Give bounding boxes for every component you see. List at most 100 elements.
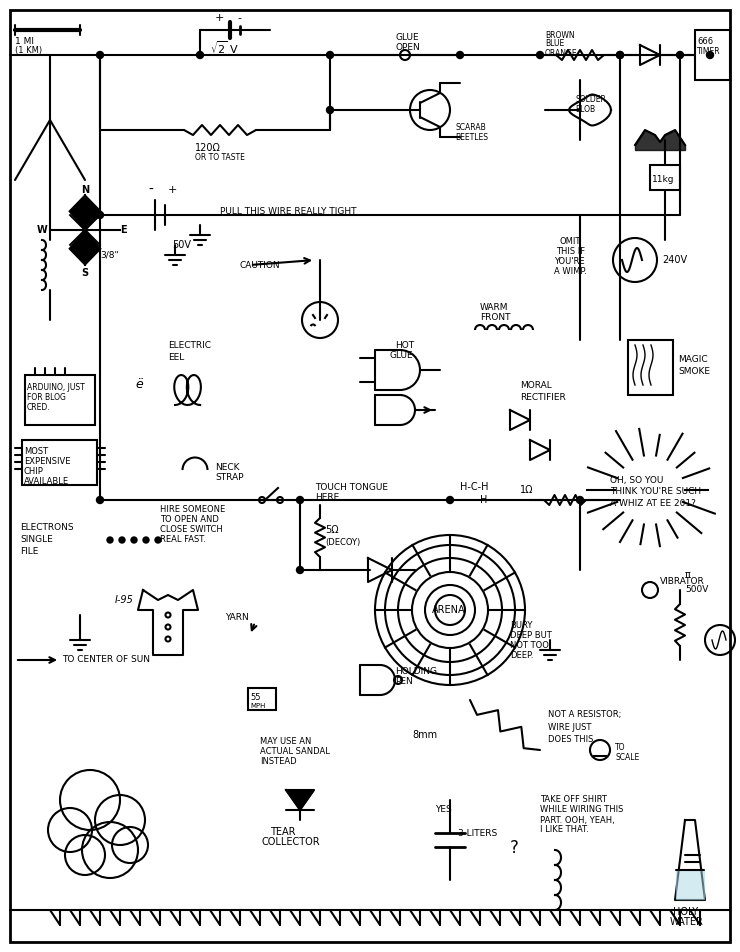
Text: YES: YES — [435, 805, 451, 815]
Text: HIRE SOMEONE: HIRE SOMEONE — [160, 506, 225, 514]
Text: ?: ? — [510, 839, 519, 857]
Text: ARENA: ARENA — [432, 605, 465, 615]
Text: ë: ë — [135, 379, 143, 391]
Text: AVAILABLE: AVAILABLE — [24, 478, 69, 486]
Circle shape — [616, 51, 624, 58]
Text: SCALE: SCALE — [615, 753, 639, 763]
Text: 5Ω: 5Ω — [325, 525, 339, 535]
Text: WARM: WARM — [480, 304, 508, 312]
Text: 55: 55 — [250, 693, 260, 703]
Text: TAKE OFF SHIRT: TAKE OFF SHIRT — [540, 796, 607, 804]
Text: ACTUAL SANDAL: ACTUAL SANDAL — [260, 747, 330, 757]
Text: MOST: MOST — [24, 447, 48, 457]
Text: -: - — [237, 13, 241, 23]
Circle shape — [446, 497, 454, 504]
Text: EXPENSIVE: EXPENSIVE — [24, 458, 70, 466]
Circle shape — [616, 51, 624, 58]
Circle shape — [326, 51, 334, 58]
Text: DEEP.: DEEP. — [510, 650, 534, 660]
Text: S: S — [81, 268, 89, 278]
Text: RECTIFIER: RECTIFIER — [520, 392, 566, 402]
Text: HOT: HOT — [395, 341, 414, 349]
Text: 3/8": 3/8" — [100, 250, 118, 260]
Text: SCARAB: SCARAB — [455, 124, 485, 132]
Text: TIMER: TIMER — [697, 48, 721, 56]
Text: -: - — [148, 183, 153, 197]
Text: BLOB: BLOB — [575, 106, 595, 114]
Text: ORANGE: ORANGE — [545, 49, 578, 57]
Text: H-C-H: H-C-H — [460, 482, 488, 492]
Bar — [248, 688, 276, 710]
Circle shape — [297, 497, 303, 504]
Text: TO: TO — [615, 744, 625, 752]
Text: OPEN: OPEN — [395, 44, 420, 52]
Text: REAL FAST.: REAL FAST. — [160, 535, 206, 545]
Text: 666: 666 — [697, 37, 713, 47]
Text: PULL THIS WIRE REALLY TIGHT: PULL THIS WIRE REALLY TIGHT — [220, 208, 357, 216]
Text: INSTEAD: INSTEAD — [260, 758, 297, 766]
Circle shape — [107, 537, 113, 543]
Text: 1Ω: 1Ω — [520, 485, 534, 495]
Polygon shape — [70, 230, 101, 265]
Text: +: + — [168, 185, 178, 195]
Text: MPH: MPH — [250, 703, 266, 709]
Bar — [25, 375, 95, 425]
Circle shape — [326, 107, 334, 113]
Text: OMIT: OMIT — [560, 237, 582, 247]
Text: HOLY: HOLY — [673, 907, 698, 917]
Text: $\sqrt{2}$ V: $\sqrt{2}$ V — [210, 40, 239, 56]
Text: HERE: HERE — [315, 492, 339, 502]
Text: SINGLE: SINGLE — [20, 535, 53, 545]
Text: PART. OOH, YEAH,: PART. OOH, YEAH, — [540, 816, 615, 824]
Text: MAGIC: MAGIC — [678, 355, 707, 365]
Text: SOLDER: SOLDER — [575, 95, 606, 105]
Text: BLUE: BLUE — [545, 39, 565, 49]
Circle shape — [297, 566, 303, 573]
Text: OH, SO YOU: OH, SO YOU — [610, 475, 663, 485]
Text: FOR BLOG: FOR BLOG — [27, 393, 66, 403]
Polygon shape — [70, 195, 101, 230]
Circle shape — [457, 51, 463, 58]
Text: (1 KM): (1 KM) — [15, 46, 42, 54]
Text: WIRE JUST: WIRE JUST — [548, 723, 591, 731]
Text: A WIMP.: A WIMP. — [554, 268, 587, 276]
Text: 500V: 500V — [685, 585, 708, 594]
Text: ELECTRONS: ELECTRONS — [20, 524, 73, 532]
Circle shape — [197, 51, 204, 58]
Text: 3 LITERS: 3 LITERS — [458, 828, 497, 838]
Text: 11kg: 11kg — [652, 175, 674, 185]
Circle shape — [576, 497, 584, 504]
Text: ARDUINO, JUST: ARDUINO, JUST — [27, 384, 85, 392]
Text: N: N — [81, 185, 89, 195]
Text: W: W — [36, 225, 47, 235]
Circle shape — [143, 537, 149, 543]
Circle shape — [131, 537, 137, 543]
Text: CLOSE SWITCH: CLOSE SWITCH — [160, 526, 223, 534]
Text: E: E — [120, 225, 127, 235]
Text: NOT A RESISTOR;: NOT A RESISTOR; — [548, 710, 622, 720]
Bar — [650, 165, 680, 190]
Text: DEEP BUT: DEEP BUT — [510, 630, 552, 640]
Text: EEL: EEL — [168, 352, 184, 362]
Text: 8mm: 8mm — [412, 730, 437, 740]
Text: CHIP: CHIP — [24, 467, 44, 477]
Text: 240V: 240V — [662, 255, 687, 265]
Circle shape — [96, 51, 104, 58]
Text: CAUTION: CAUTION — [240, 261, 280, 269]
Text: ELECTRIC: ELECTRIC — [168, 341, 211, 349]
Text: MAY USE AN: MAY USE AN — [260, 738, 312, 746]
Text: TO CENTER OF SUN: TO CENTER OF SUN — [62, 656, 150, 664]
Text: (DECOY): (DECOY) — [325, 538, 360, 546]
Text: I-95: I-95 — [115, 595, 134, 605]
Text: COLLECTOR: COLLECTOR — [262, 837, 320, 847]
Circle shape — [96, 211, 104, 219]
Text: A WHIZ AT EE 201?: A WHIZ AT EE 201? — [610, 500, 696, 508]
Circle shape — [676, 51, 684, 58]
Text: DOES THIS: DOES THIS — [548, 735, 593, 744]
Text: FRONT: FRONT — [480, 313, 511, 323]
Text: BROWN: BROWN — [545, 30, 575, 39]
Text: 120Ω: 120Ω — [195, 143, 221, 153]
Circle shape — [96, 497, 104, 504]
Text: THIS IF: THIS IF — [556, 248, 585, 256]
Text: GLUE: GLUE — [395, 33, 419, 43]
